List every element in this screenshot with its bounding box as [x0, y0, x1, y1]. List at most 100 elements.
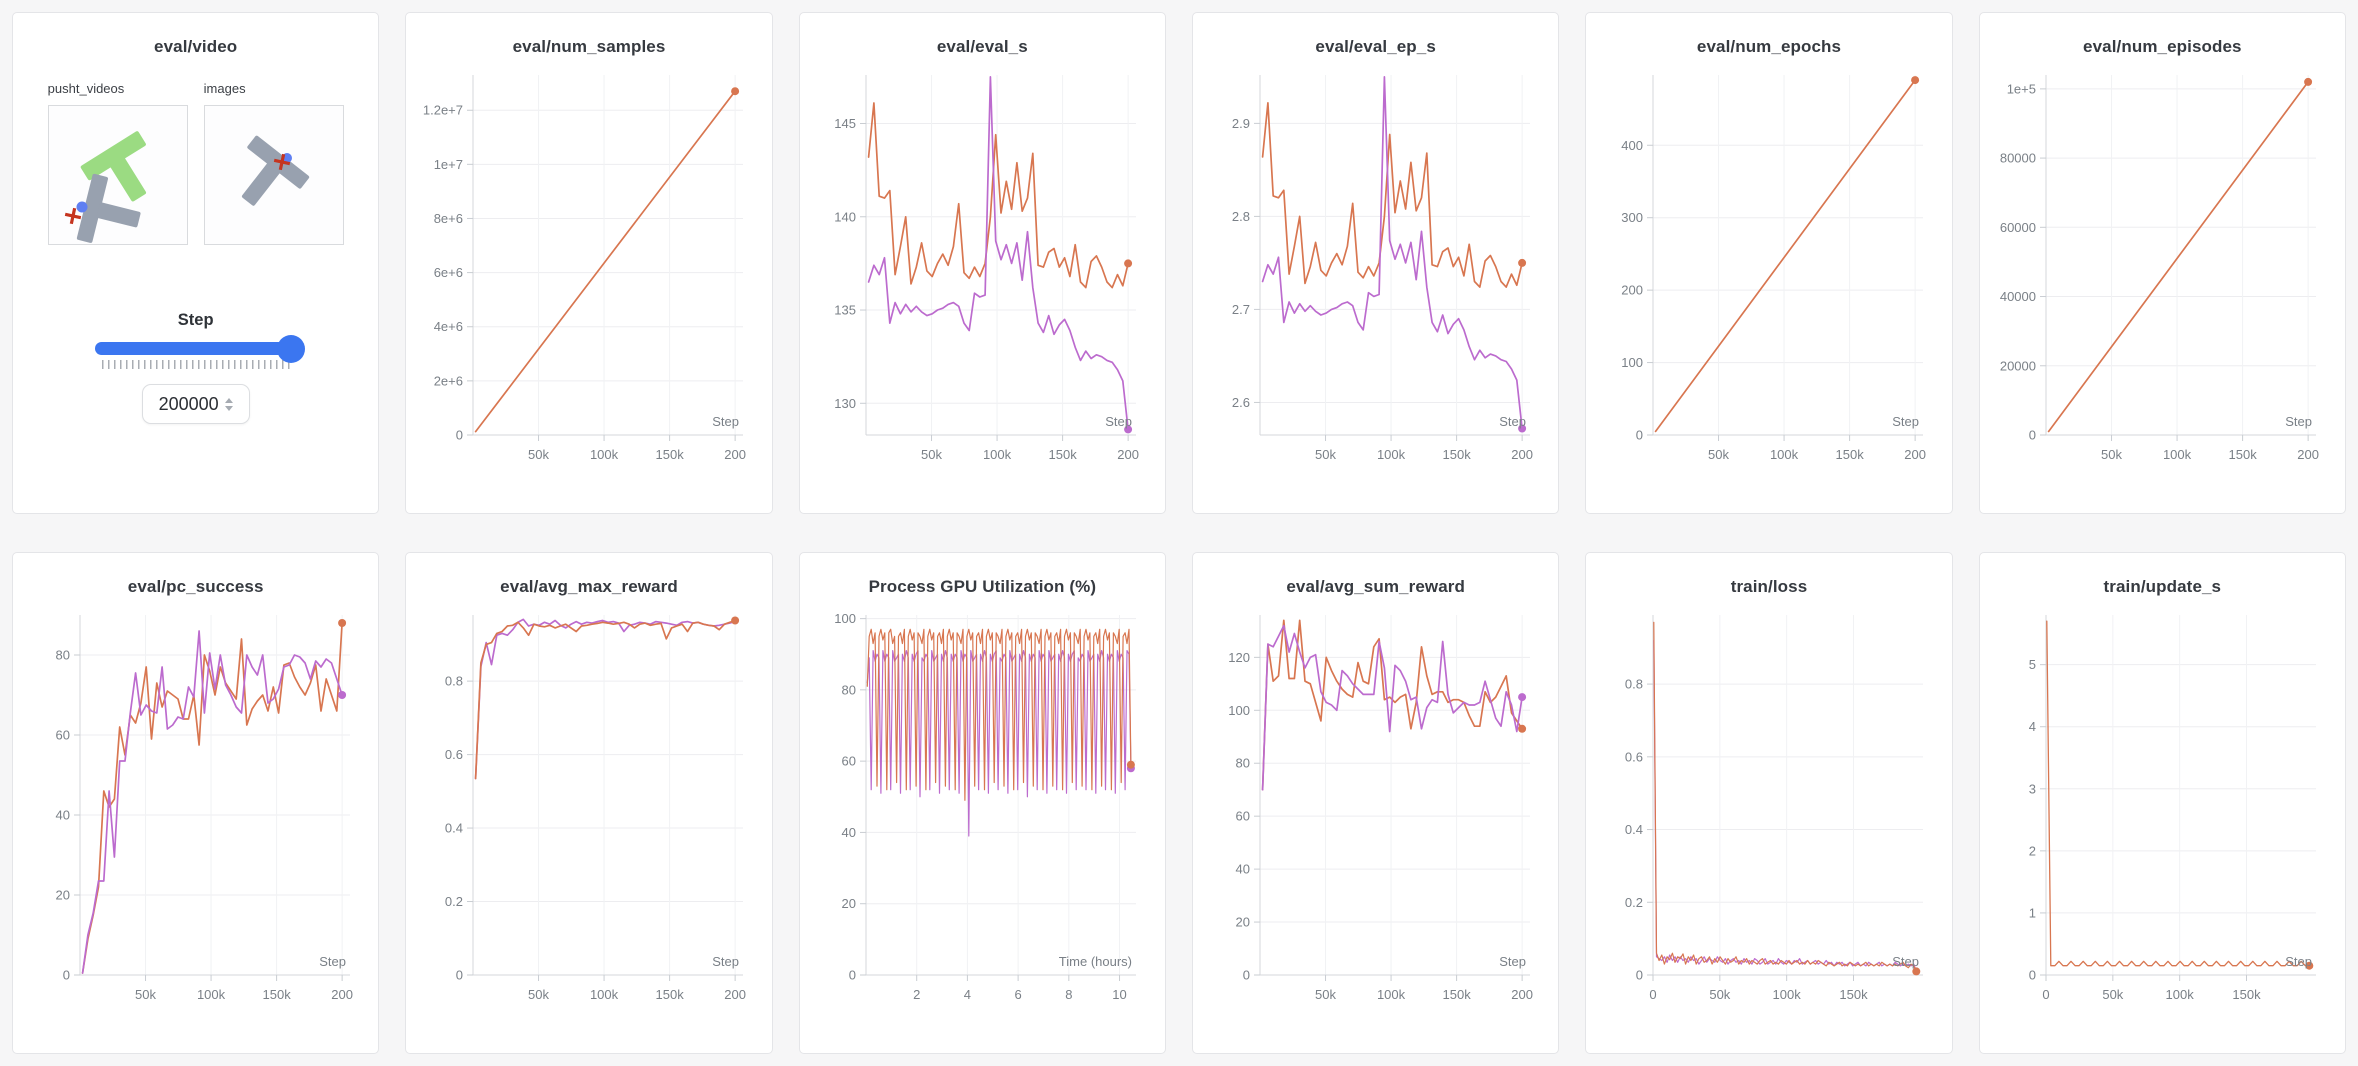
- svg-text:200: 200: [2298, 447, 2320, 462]
- panel-eval-num-episodes: eval/num_episodes 0 20000 40000 60000 80000 1…: [1978, 12, 2346, 514]
- svg-text:Step: Step: [2286, 954, 2313, 969]
- svg-text:0.2: 0.2: [1625, 895, 1643, 910]
- chart-title: eval/num_epochs: [1696, 37, 1842, 56]
- chart-title: eval/pc_success: [127, 577, 264, 596]
- svg-text:0.2: 0.2: [445, 894, 463, 909]
- step-stepper[interactable]: [224, 397, 233, 411]
- svg-text:80: 80: [842, 682, 856, 697]
- svg-text:2: 2: [2029, 843, 2036, 858]
- svg-text:10: 10: [1113, 987, 1127, 1002]
- chart-title: eval/eval_ep_s: [1315, 37, 1436, 56]
- svg-text:200: 200: [1621, 283, 1643, 298]
- step-slider[interactable]: [94, 334, 305, 369]
- panel-eval-eval-ep-s: eval/eval_ep_s 2.6 2.7 2.8 2.9 50k 100k 150k 20…: [1192, 12, 1560, 514]
- svg-text:100k: 100k: [1770, 447, 1799, 462]
- svg-text:50k: 50k: [921, 447, 942, 462]
- svg-text:20: 20: [842, 896, 856, 911]
- chart-eval-avg-sum-reward[interactable]: 0 20 40 60 80 100 120 50k 100k 150k 200 Step: [1206, 603, 1546, 1023]
- panel-eval-num-epochs: eval/num_epochs 0 100 200 300 400 50k 100k 150k…: [1585, 12, 1953, 514]
- chart-eval-eval-s[interactable]: 130 135 140 145 50k 100k 150k 200 Step: [812, 63, 1152, 483]
- svg-text:40000: 40000: [2000, 289, 2036, 304]
- svg-text:2e+6: 2e+6: [434, 373, 463, 388]
- svg-text:0: 0: [62, 968, 69, 983]
- chart-train-loss[interactable]: 0 0.2 0.4 0.6 0.8 0 50k 100k 150k Step: [1599, 603, 1939, 1023]
- svg-text:6e+6: 6e+6: [434, 265, 463, 280]
- svg-text:0.6: 0.6: [445, 747, 463, 762]
- pusht-video-thumbnail[interactable]: [47, 105, 188, 245]
- step-decrement-icon[interactable]: [224, 405, 233, 411]
- svg-text:100k: 100k: [1773, 987, 1802, 1002]
- step-slider-ticks: [101, 360, 290, 369]
- chart-eval-num-episodes[interactable]: 0 20000 40000 60000 80000 1e+5 50k 100k 150k 200 S…: [1992, 63, 2332, 483]
- chart-eval-num-samples[interactable]: 0 2e+6 4e+6 6e+6 8e+6 1e+7 1.2e+7 50k 100k 150k 20…: [419, 63, 759, 483]
- svg-text:2.6: 2.6: [1232, 395, 1250, 410]
- svg-text:200: 200: [724, 987, 746, 1002]
- panel-eval-avg-max-reward: eval/avg_max_reward 0 0.2 0.4 0.6 0.8 50k 100k…: [405, 552, 773, 1054]
- svg-text:50k: 50k: [2101, 447, 2122, 462]
- svg-text:3: 3: [2029, 781, 2036, 796]
- step-slider-label: Step: [177, 311, 214, 329]
- panel-gpu-utilization: Process GPU Utilization (%) 0 20 40 60 80 100…: [798, 552, 1166, 1054]
- svg-text:0: 0: [1636, 968, 1643, 983]
- chart-title: Process GPU Utilization (%): [868, 577, 1097, 596]
- svg-text:80000: 80000: [2000, 151, 2036, 166]
- svg-text:150k: 150k: [1442, 447, 1471, 462]
- svg-text:60000: 60000: [2000, 220, 2036, 235]
- svg-text:120: 120: [1228, 650, 1250, 665]
- chart-eval-pc-success[interactable]: 0 20 40 60 80 50k 100k 150k 200 Step: [26, 603, 366, 1023]
- chart-eval-avg-max-reward[interactable]: 0 0.2 0.4 0.6 0.8 50k 100k 150k 200 Step: [419, 603, 759, 1023]
- svg-text:200: 200: [724, 447, 746, 462]
- svg-text:0: 0: [2029, 968, 2036, 983]
- svg-text:100k: 100k: [197, 987, 226, 1002]
- svg-text:50k: 50k: [1315, 987, 1336, 1002]
- svg-text:50k: 50k: [1709, 987, 1730, 1002]
- svg-text:0.8: 0.8: [445, 674, 463, 689]
- step-slider-knob[interactable]: [276, 334, 305, 363]
- svg-text:50k: 50k: [528, 987, 549, 1002]
- svg-text:0: 0: [456, 428, 463, 443]
- step-slider-track[interactable]: [94, 334, 305, 363]
- media-thumbnails: pusht_videos: [13, 81, 378, 245]
- step-input-value[interactable]: 200000: [158, 393, 219, 414]
- step-input[interactable]: 200000: [141, 384, 250, 424]
- svg-text:200: 200: [1904, 447, 1926, 462]
- chart-eval-num-epochs[interactable]: 0 100 200 300 400 50k 100k 150k 200 Step: [1599, 63, 1939, 483]
- chart-eval-eval-ep-s[interactable]: 2.6 2.7 2.8 2.9 50k 100k 150k 200 Step: [1206, 63, 1546, 483]
- svg-text:2.8: 2.8: [1232, 209, 1250, 224]
- svg-text:50k: 50k: [135, 987, 156, 1002]
- svg-text:Step: Step: [712, 414, 739, 429]
- svg-text:40: 40: [1235, 862, 1249, 877]
- svg-text:135: 135: [835, 303, 857, 318]
- svg-text:20000: 20000: [2000, 358, 2036, 373]
- chart-train-update-s[interactable]: 0 1 2 3 4 5 0 50k 100k 150k Step: [1992, 603, 2332, 1023]
- svg-text:60: 60: [1235, 809, 1249, 824]
- pusht-image-render: [241, 135, 309, 206]
- svg-text:0: 0: [2043, 987, 2050, 1002]
- svg-text:5: 5: [2029, 657, 2036, 672]
- svg-text:50k: 50k: [1708, 447, 1729, 462]
- chart-title: eval/avg_sum_reward: [1286, 577, 1465, 596]
- agent-dot: [76, 201, 88, 213]
- svg-text:Step: Step: [1499, 414, 1526, 429]
- chart-gpu-utilization[interactable]: 0 20 40 60 80 100 2 4 6 8 10 Time (hours): [812, 603, 1152, 1023]
- pusht-env-render: [64, 131, 146, 243]
- svg-text:100k: 100k: [590, 987, 619, 1002]
- chart-title: eval/eval_s: [936, 37, 1028, 56]
- chart-title: eval/num_episodes: [2083, 37, 2242, 56]
- target-cross: [273, 153, 290, 171]
- svg-text:6: 6: [1015, 987, 1022, 1002]
- svg-text:Step: Step: [319, 954, 346, 969]
- svg-text:40: 40: [55, 808, 69, 823]
- panel-eval-eval-s: eval/eval_s 130 135 140 145 50k 100k 150k 200 St…: [798, 12, 1166, 514]
- svg-text:0.4: 0.4: [445, 821, 463, 836]
- svg-text:150k: 150k: [2229, 447, 2258, 462]
- svg-text:1e+7: 1e+7: [434, 157, 463, 172]
- svg-text:2.9: 2.9: [1232, 116, 1250, 131]
- images-thumbnail[interactable]: [203, 105, 344, 245]
- chart-title: train/update_s: [2103, 577, 2222, 596]
- svg-text:200: 200: [1511, 447, 1533, 462]
- panel-eval-num-samples: eval/num_samples 0 2e+6 4e+6 6e+6 8e+6 1e+7 1.…: [405, 12, 773, 514]
- step-increment-icon[interactable]: [224, 397, 233, 403]
- panel-title: eval/video: [154, 37, 238, 56]
- svg-text:Step: Step: [712, 954, 739, 969]
